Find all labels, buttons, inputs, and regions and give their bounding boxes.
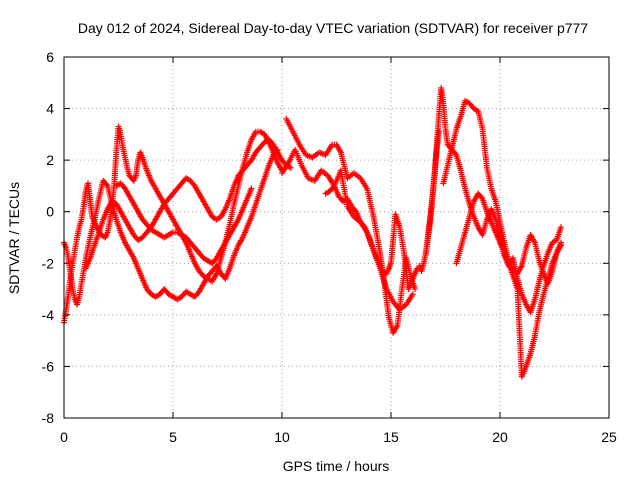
y-tick-label: -4: [42, 307, 55, 323]
y-tick-label: -8: [42, 410, 55, 426]
series-track-j: [453, 190, 565, 380]
x-tick-label: 20: [492, 429, 508, 445]
series-track-b: [61, 146, 281, 308]
data-point: [478, 194, 485, 201]
chart-title: Day 012 of 2024, Sidereal Day-to-day VTE…: [78, 20, 588, 36]
grid: [64, 57, 609, 418]
series-track-g: [322, 182, 421, 293]
data-point: [360, 222, 367, 229]
x-tick-label: 0: [60, 429, 68, 445]
data-point: [558, 242, 565, 249]
data-point: [411, 286, 418, 293]
y-tick-label: 2: [46, 152, 54, 168]
data-point: [409, 291, 416, 298]
y-axis-title: SDTVAR / TECUs: [6, 182, 22, 294]
data-points: [61, 84, 565, 380]
data-point: [248, 185, 255, 192]
data-point: [287, 164, 294, 171]
y-tick-label: 4: [46, 101, 54, 117]
x-axis-title: GPS time / hours: [283, 458, 390, 474]
y-tick-label: -2: [42, 255, 55, 271]
x-tick-label: 5: [169, 429, 177, 445]
series-track-d: [113, 180, 255, 267]
series-track-k: [416, 128, 442, 275]
x-tick-label: 15: [383, 429, 399, 445]
y-tick-label: -6: [42, 358, 55, 374]
data-point: [352, 207, 359, 214]
y-tick-label: 0: [46, 204, 54, 220]
x-tick-label: 25: [601, 429, 617, 445]
data-point: [103, 181, 110, 188]
x-tick-label: 10: [274, 429, 290, 445]
y-tick-label: 6: [46, 49, 54, 65]
data-point: [558, 224, 565, 231]
data-point: [435, 128, 442, 135]
plot-frame: [63, 56, 610, 419]
